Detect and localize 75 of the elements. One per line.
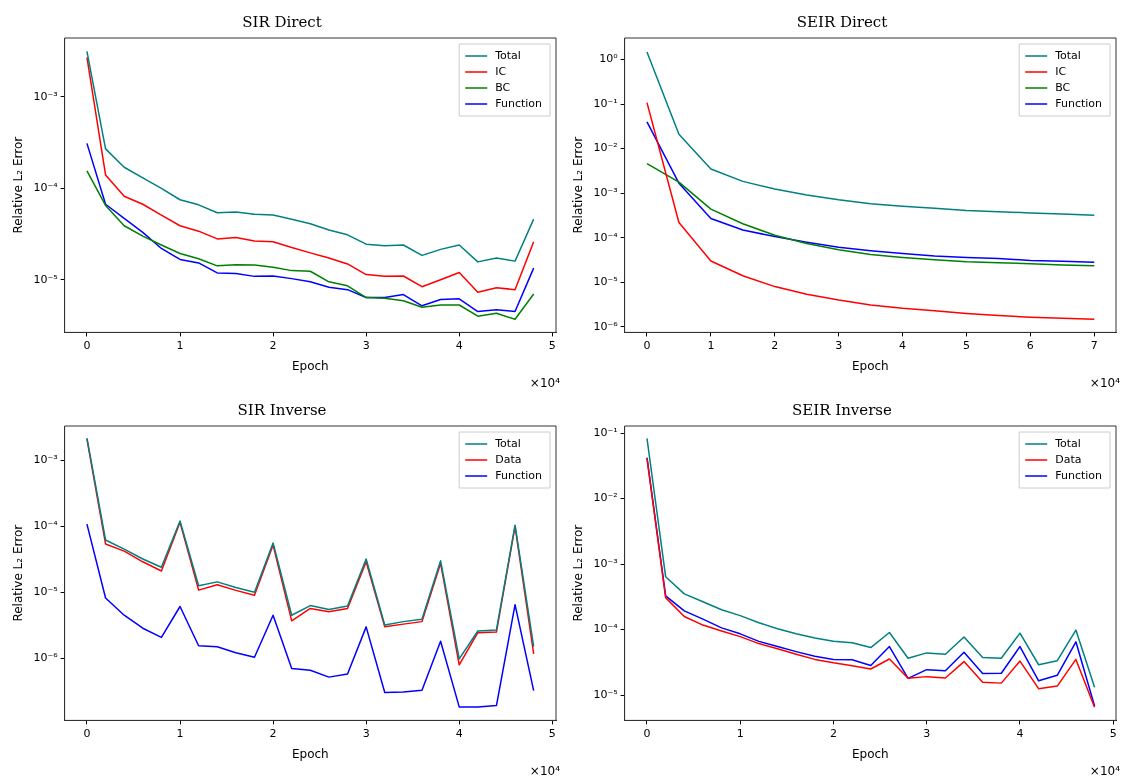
y-tick-label: 10⁻³ <box>593 186 618 200</box>
x-tick-label: 7 <box>1090 338 1098 352</box>
y-tick-label: 10⁻⁴ <box>33 181 59 195</box>
legend-label: Data <box>495 452 522 466</box>
x-tick-label: 4 <box>455 726 463 740</box>
x-axis-title: Epoch <box>291 746 329 761</box>
legend-label: Total <box>1054 48 1081 62</box>
x-tick-label: 2 <box>269 338 277 352</box>
x-tick-label: 1 <box>176 726 184 740</box>
chart-title: SIR Inverse <box>237 400 327 419</box>
x-tick-label: 1 <box>736 726 744 740</box>
legend-label: Function <box>1055 96 1103 110</box>
chart-title: SIR Direct <box>242 12 322 31</box>
text: ×10⁴ <box>1089 376 1121 391</box>
x-tick-label: 2 <box>829 726 837 740</box>
x-tick-label: 3 <box>362 338 370 352</box>
y-tick-label: 10⁻² <box>593 491 618 505</box>
y-tick-label: 10⁻¹ <box>593 96 618 110</box>
legend-label: Total <box>1054 436 1081 450</box>
y-tick-label: 10⁻³ <box>33 89 58 103</box>
legend-label: BC <box>1055 80 1071 94</box>
y-tick-label: 10⁻⁵ <box>593 687 618 701</box>
x-tick-label: 4 <box>1016 726 1024 740</box>
x-tick-label: 2 <box>269 726 277 740</box>
y-axis-title: Relative L₂ Error <box>11 524 26 622</box>
y-tick-label: 10⁻⁵ <box>33 272 58 286</box>
x-tick-label: 1 <box>176 338 184 352</box>
x-tick-label: 0 <box>83 726 91 740</box>
y-tick-label: 10⁻⁶ <box>33 651 59 665</box>
y-tick-label: 10⁻¹ <box>593 425 618 439</box>
legend-label: Function <box>495 96 543 110</box>
y-tick-label: 10⁻⁵ <box>593 275 618 289</box>
y-tick-label: 10⁻⁵ <box>33 585 58 599</box>
y-axis-title: Relative L₂ Error <box>571 136 586 234</box>
x-tick-label: 5 <box>1109 726 1117 740</box>
legend-label: Total <box>494 48 521 62</box>
legend-label: IC <box>1055 64 1067 78</box>
x-tick-label: 4 <box>899 338 907 352</box>
x-tick-label: 0 <box>643 726 651 740</box>
y-tick-label: 10⁻⁴ <box>33 519 59 533</box>
x-tick-label: 5 <box>962 338 970 352</box>
text: ×10⁴ <box>529 376 561 391</box>
y-tick-label: 10⁻³ <box>33 453 58 467</box>
legend-label: Total <box>494 436 521 450</box>
x-tick-label: 5 <box>548 726 556 740</box>
y-tick-label: 10⁻³ <box>593 556 618 570</box>
y-tick-label: 10⁻² <box>593 141 618 155</box>
x-tick-label: 3 <box>835 338 843 352</box>
y-axis-title: Relative L₂ Error <box>11 136 26 234</box>
x-axis-title: Epoch <box>851 746 889 761</box>
legend-label: IC <box>495 64 507 78</box>
x-tick-label: 1 <box>707 338 715 352</box>
x-tick-label: 3 <box>362 726 370 740</box>
chart-title: SEIR Direct <box>796 12 888 31</box>
y-tick-label: 10⁰ <box>599 52 619 66</box>
y-tick-label: 10⁻⁴ <box>593 230 619 244</box>
chart-title: SEIR Inverse <box>792 400 893 419</box>
y-tick-label: 10⁻⁶ <box>593 319 619 333</box>
y-axis-title: Relative L₂ Error <box>571 524 586 622</box>
x-tick-label: 5 <box>548 338 556 352</box>
text: ×10⁴ <box>1089 764 1121 779</box>
x-axis-title: Epoch <box>851 358 889 373</box>
y-tick-label: 10⁻⁴ <box>593 622 619 636</box>
x-tick-label: 3 <box>923 726 931 740</box>
legend-label: Function <box>1055 468 1103 482</box>
legend-label: BC <box>495 80 511 94</box>
x-tick-label: 2 <box>771 338 779 352</box>
x-tick-label: 0 <box>643 338 651 352</box>
x-axis-title: Epoch <box>291 358 329 373</box>
legend-label: Function <box>495 468 543 482</box>
x-tick-label: 6 <box>1026 338 1034 352</box>
legend-label: Data <box>1055 452 1082 466</box>
x-tick-label: 0 <box>83 338 91 352</box>
x-tick-label: 4 <box>455 338 463 352</box>
text: ×10⁴ <box>529 764 561 779</box>
